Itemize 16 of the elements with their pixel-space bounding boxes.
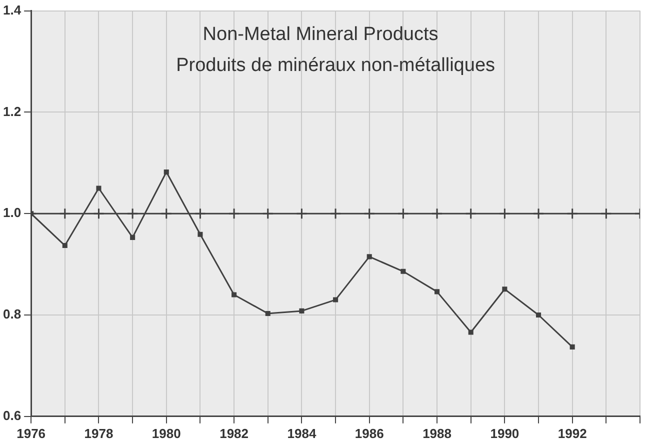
y-tick-label: 0.6 — [2, 408, 22, 423]
x-tick-label: 1978 — [84, 426, 114, 441]
x-tick-label: 1990 — [490, 426, 520, 441]
y-tick-label: 0.8 — [2, 306, 22, 322]
y-tick-label: 1.0 — [2, 205, 22, 220]
text: Produits de minéraux non-métalliques — [176, 55, 496, 76]
x-tick-label: 1986 — [354, 426, 384, 441]
y-tick-label: 1.2 — [2, 104, 22, 119]
x-tick-label: 1976 — [16, 426, 46, 441]
x-tick-label: 1980 — [152, 426, 181, 441]
x-tick-label: 1984 — [287, 426, 317, 441]
x-tick-label: 1988 — [422, 426, 452, 441]
x-tick-label: 1992 — [558, 426, 587, 441]
y-tick-label: 1.4 — [2, 2, 22, 18]
text: Non-Metal Mineral Products — [202, 24, 438, 46]
x-tick-label: 1982 — [220, 426, 249, 441]
